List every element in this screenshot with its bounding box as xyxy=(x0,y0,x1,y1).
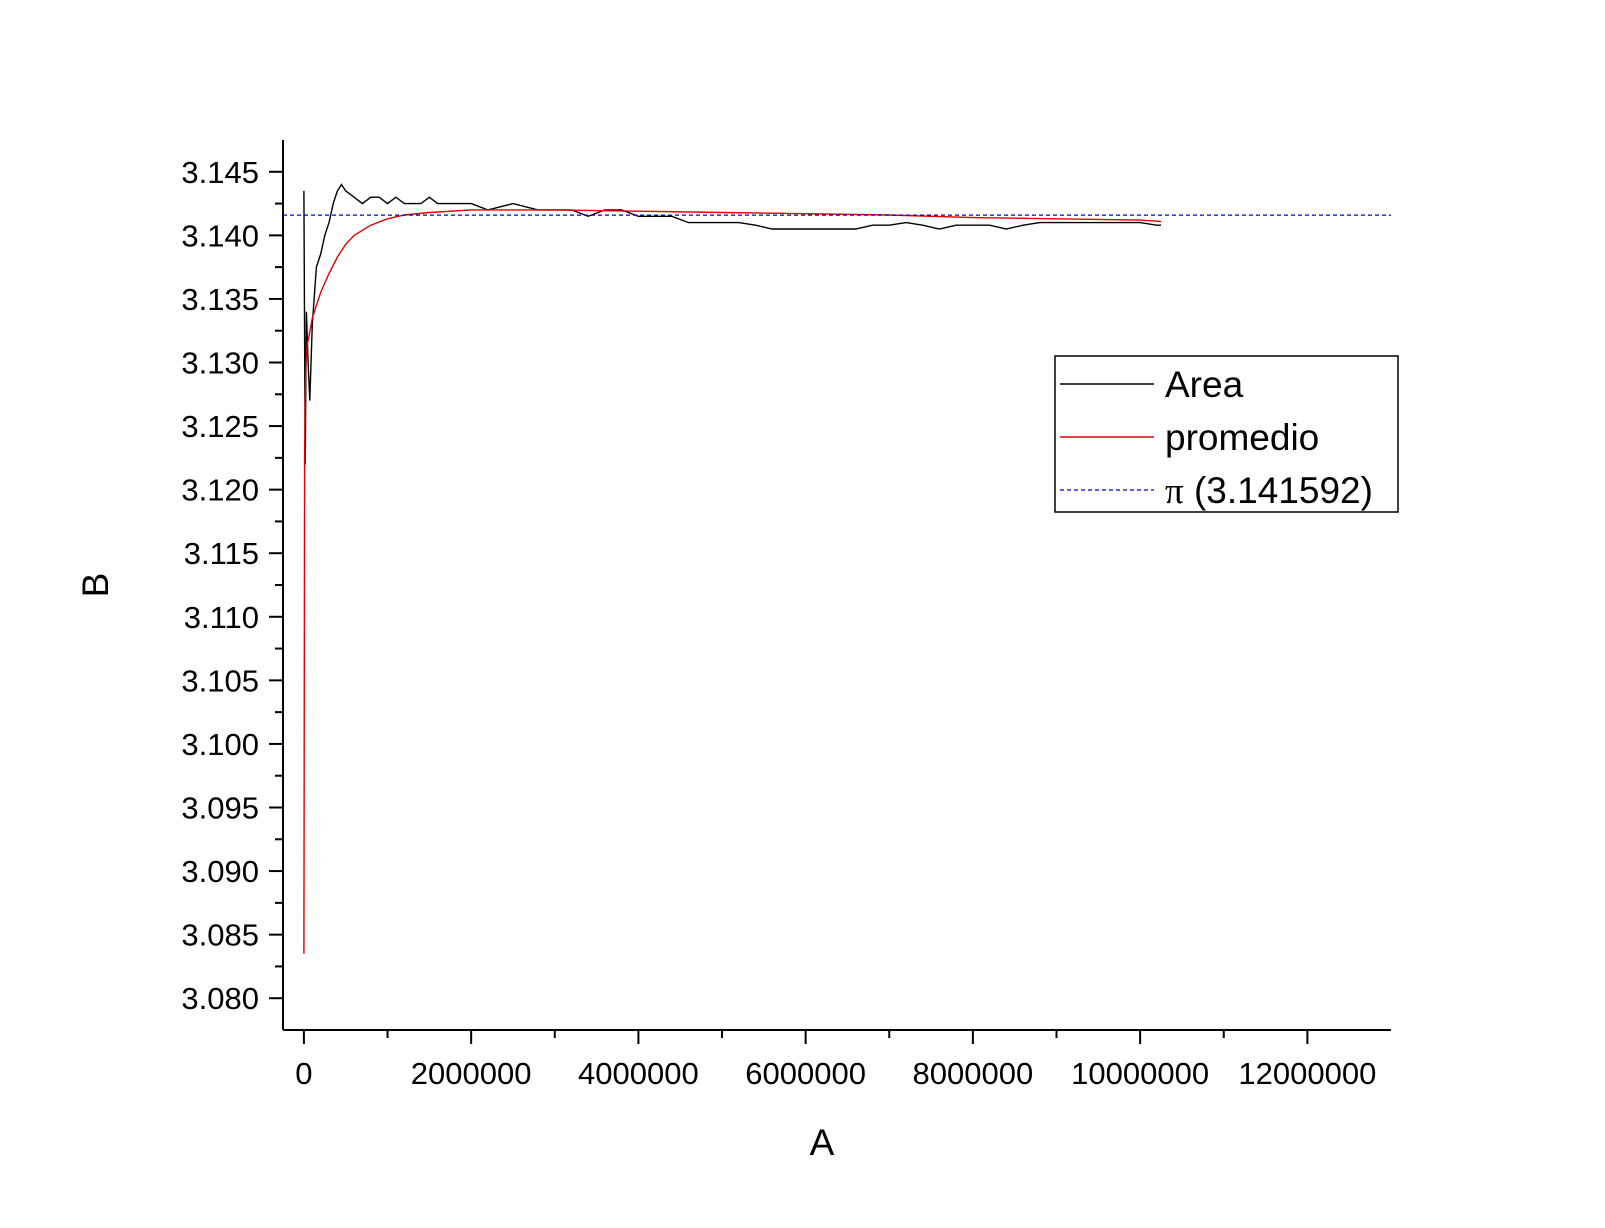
x-tick-label-4: 8000000 xyxy=(913,1056,1034,1091)
y-tick-label-6: 3.110 xyxy=(184,600,259,635)
x-tick-label-1: 2000000 xyxy=(411,1056,532,1091)
y-tick-label-7: 3.115 xyxy=(184,536,259,571)
y-axis: 3.080 3.085 3.090 3.095 3.100 3.105 3.110 3.115… xyxy=(181,140,284,1030)
y-tick-label-10: 3.130 xyxy=(181,346,259,381)
legend: Area promedio π (3.141592) xyxy=(1054,355,1399,513)
y-tick-label-9: 3.125 xyxy=(181,409,259,444)
y-tick-label-2: 3.090 xyxy=(181,854,259,889)
y-tick-label-0: 3.080 xyxy=(181,981,259,1016)
x-tick-label-3: 6000000 xyxy=(745,1056,866,1091)
series-line-0 xyxy=(303,183,1161,465)
x-tick-label-0: 0 xyxy=(295,1056,312,1091)
y-tick-label-5: 3.105 xyxy=(181,663,259,698)
x-tick-label-5: 10000000 xyxy=(1071,1056,1209,1091)
legend-box xyxy=(1054,355,1399,513)
x-axis-title: A xyxy=(810,1122,835,1163)
legend-label-2: π (3.141592) xyxy=(1165,470,1373,512)
x-axis: 0 2000000 4000000 6000000 8000000 10000000 120… xyxy=(283,1029,1391,1091)
legend-label-0: Area xyxy=(1165,364,1244,405)
y-tick-label-1: 3.085 xyxy=(181,918,259,953)
y-tick-label-12: 3.140 xyxy=(181,218,259,253)
y-tick-label-4: 3.100 xyxy=(181,727,259,762)
y-tick-label-11: 3.135 xyxy=(181,282,259,317)
y-tick-label-8: 3.120 xyxy=(181,473,259,508)
x-tick-label-6: 12000000 xyxy=(1238,1056,1376,1091)
y-axis-title: B xyxy=(75,573,116,598)
series-layer xyxy=(283,183,1391,954)
plot-area: 3.080 3.085 3.090 3.095 3.100 3.105 3.110 3.115… xyxy=(181,140,1391,1091)
y-tick-label-13: 3.145 xyxy=(181,155,259,190)
x-tick-label-2: 4000000 xyxy=(578,1056,699,1091)
series-line-1 xyxy=(303,209,1162,954)
y-tick-label-3: 3.095 xyxy=(181,791,259,826)
legend-label-1: promedio xyxy=(1165,417,1319,458)
